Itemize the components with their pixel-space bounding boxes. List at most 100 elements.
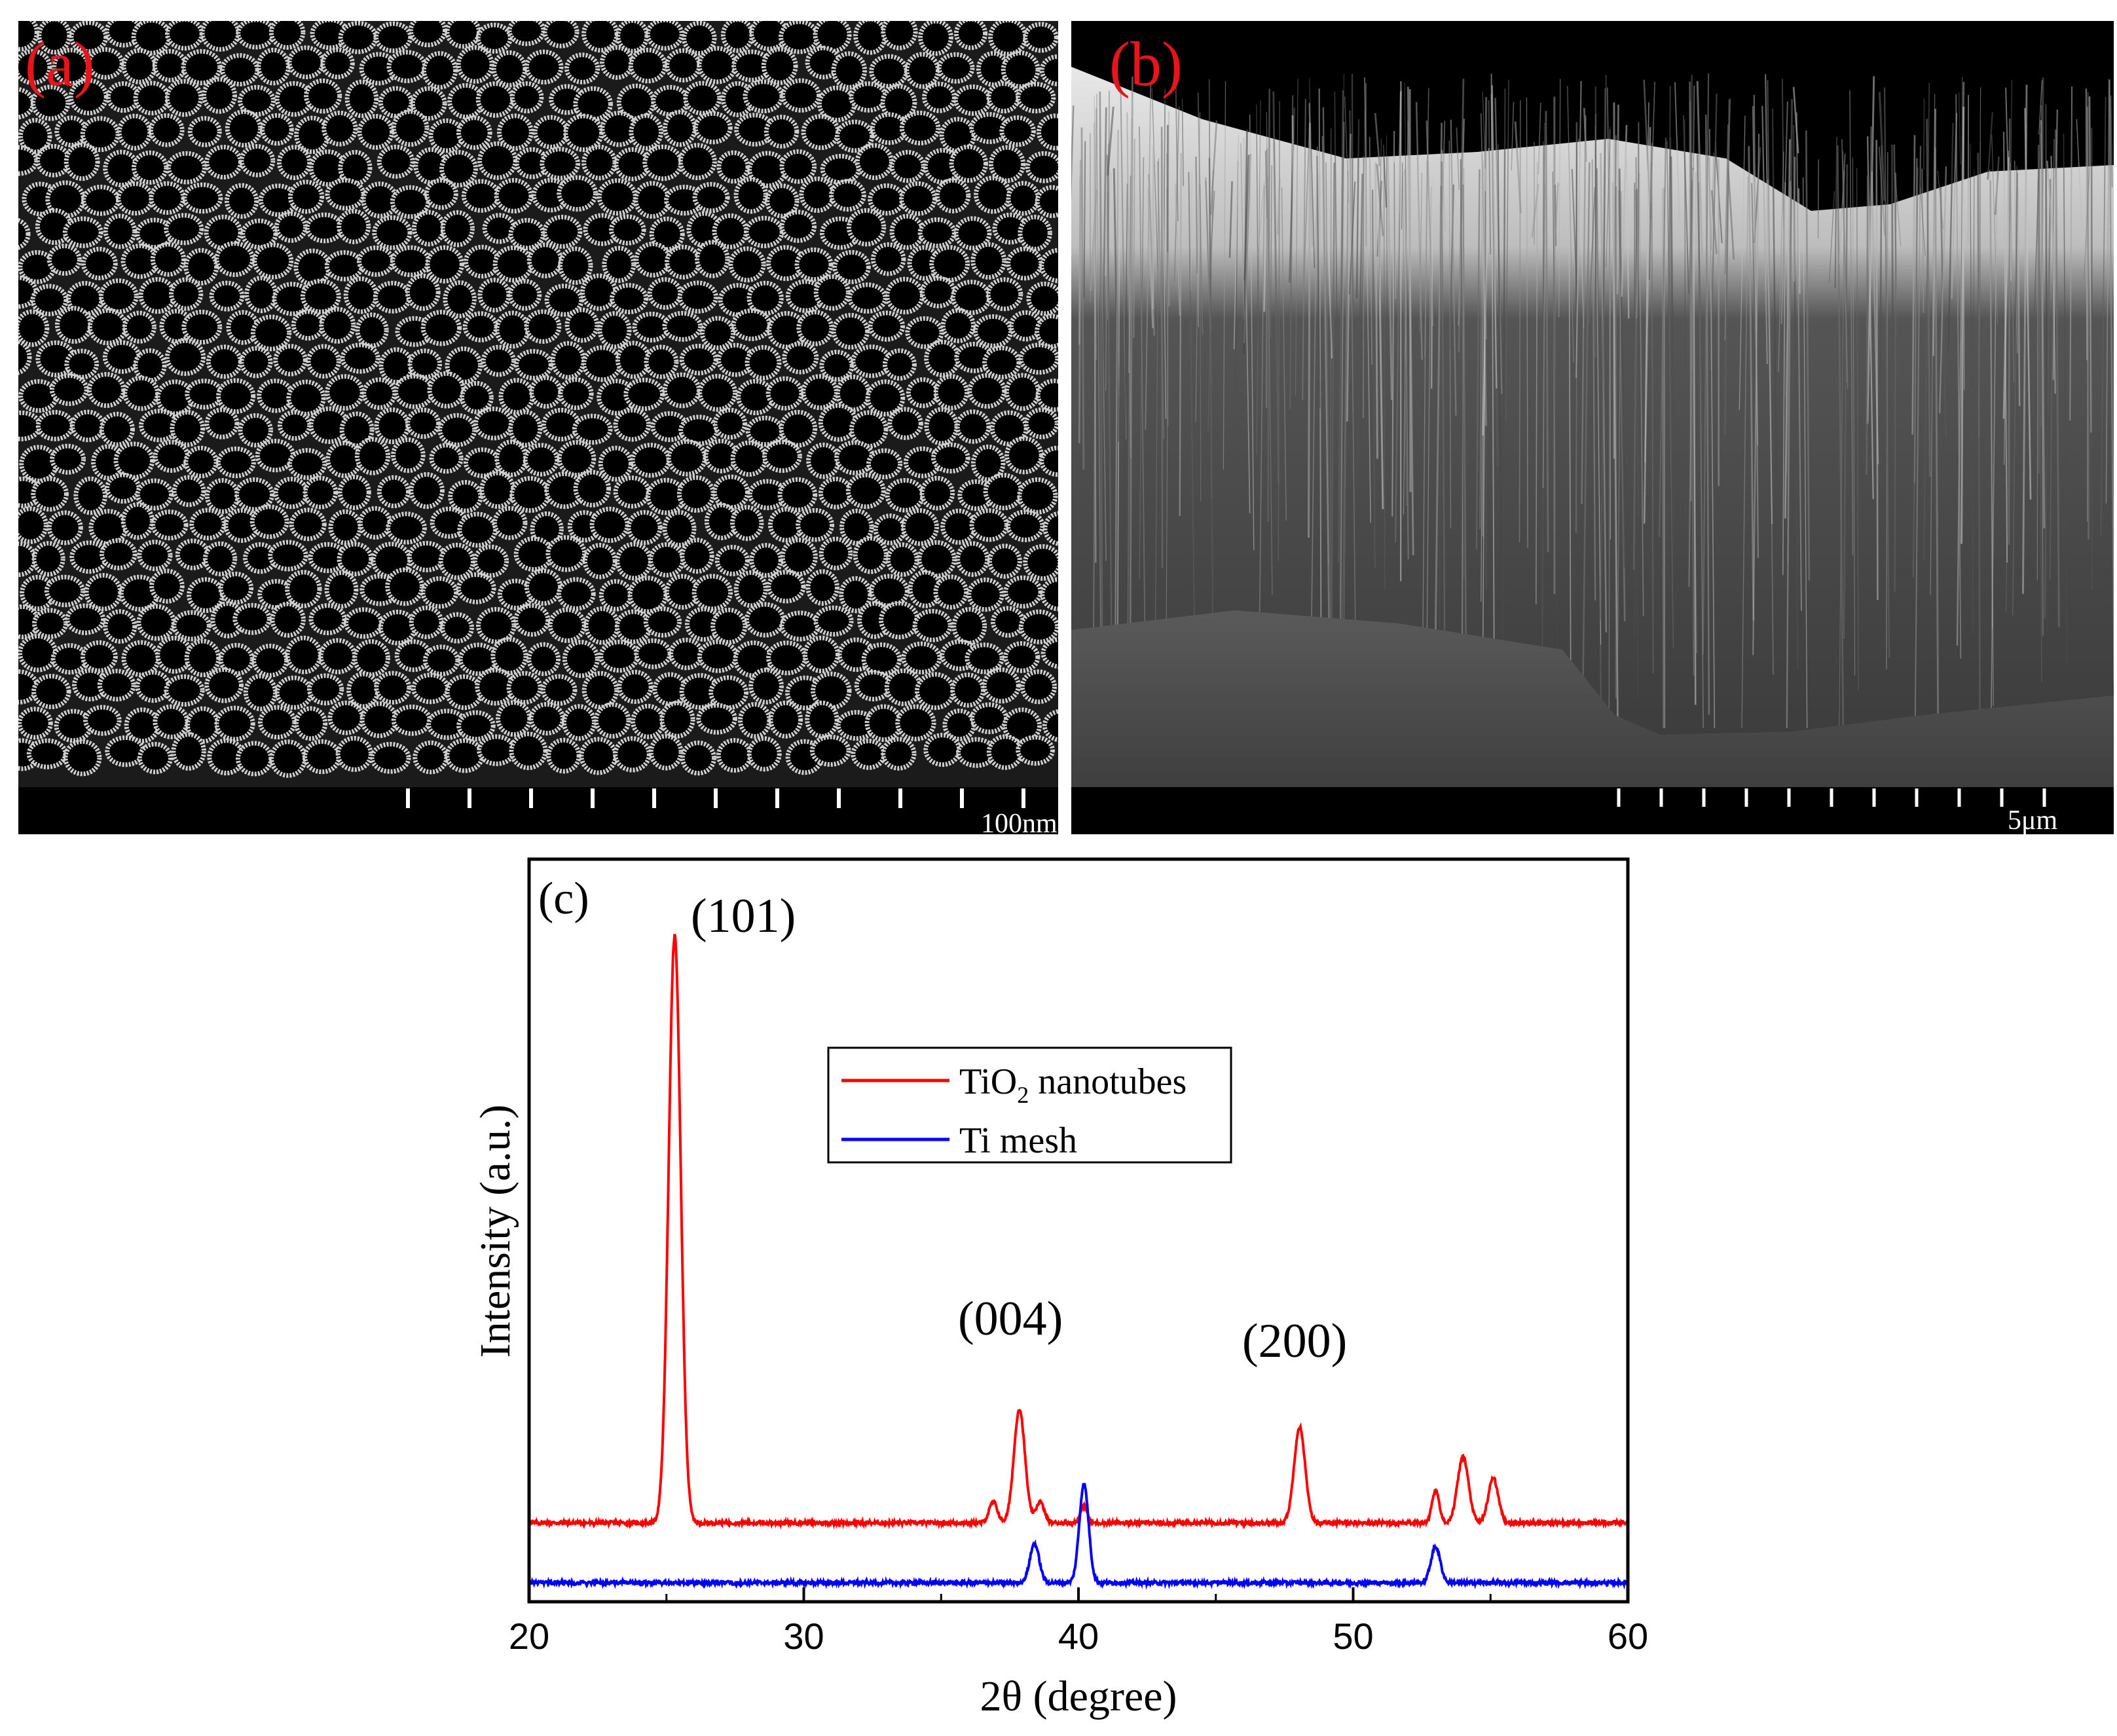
nanotube-ring [861,642,902,677]
nanotube-ring [966,577,1004,612]
nanotube-strand [1099,107,1107,551]
nanotube-strand [1106,155,1113,711]
nanotube-ring [255,438,296,473]
nanotube-ring [709,675,749,711]
nanotube-ring [164,338,206,377]
nanotube-ring [953,21,988,50]
nanotube-ring [1039,54,1058,86]
nanotube-strand [1606,87,1611,314]
nanotube-strand [1291,115,1295,210]
nanotube-strand [1828,191,1835,284]
nanotube-strand [1618,168,1626,568]
nanotube-strand [1386,156,1393,401]
nanotube-ring [930,442,970,474]
nanotube-ring [900,508,940,546]
nanotube-ring [866,448,903,479]
nanotube-ring [97,669,136,702]
nanotube-ring [835,119,875,153]
nanotube-ring [273,344,308,377]
nanotube-strand [1817,159,1820,239]
nanotube-ring [50,443,86,475]
nanotube-strand [1939,166,1947,414]
nanotube-ring [52,47,91,86]
nanotube-strand [1866,76,1875,424]
nanotube-strand [1209,120,1218,215]
nanotube-ring [391,109,430,147]
nanotube-ring [613,407,652,442]
nanotube-ring [338,21,378,54]
nanotube-ring [1020,669,1057,705]
nanotube-ring [542,21,580,48]
nanotube-strand [1416,102,1423,360]
nanotube-ring [103,609,138,644]
nanotube-ring [782,341,819,375]
nanotube-strand [1568,179,1572,710]
nanotube-ring [663,109,697,147]
nanotube-strand [1256,104,1259,376]
nanotube-strand [1488,100,1492,255]
nanotube-ring [999,115,1036,147]
nanotube-ring [98,278,139,314]
x-tick-label: 40 [1058,1616,1099,1657]
nanotube-strand [1751,183,1756,346]
nanotube-strand [1166,111,1169,698]
nanotube-strand [1083,141,1086,299]
nanotube-ring [1002,707,1042,745]
nanotube-strand [1338,73,1345,605]
nanotube-strand [1479,154,1483,530]
nanotube-ring [122,310,156,344]
nanotube-ring [965,642,1004,674]
nanotube-strand [1912,167,1919,578]
nanotube-ring [683,81,722,116]
nanotube-ring [1018,609,1058,644]
nanotube-ring [391,437,426,473]
nanotube-strand [1643,127,1651,524]
nanotube-strand [2010,162,2015,383]
nanotube-strand [1937,170,1944,229]
nanotube-ring [955,541,990,578]
nanotube-ring [172,475,206,508]
nanotube-ring [1023,22,1058,53]
nanotube-ring [184,638,221,678]
nanotube-strand [1782,182,1786,576]
nanotube-ring [30,284,69,316]
nanotube-strand [2012,173,2019,616]
nanotube-strand [1481,160,1484,602]
nanotube-ring [988,145,1026,183]
nanotube-strand [1526,97,1528,548]
nanotube-ring [1003,641,1040,673]
nanotube-ring [1016,81,1056,114]
nanotube-ring [409,605,444,640]
nanotube-strand [1497,144,1503,724]
nanotube-ring [31,84,71,121]
nanotube-ring [422,644,460,676]
nanotube-ring [676,475,716,513]
nanotube-strand [1357,174,1363,475]
nanotube-ring [901,641,942,674]
nanotube-strand [1138,126,1146,650]
nanotube-strand [1404,168,1409,559]
nanotube-strand [1175,73,1179,222]
nanotube-strand [1555,182,1559,242]
nanotube-strand [1724,99,1730,435]
nanotube-ring [955,409,991,444]
nanotube-strand [1343,170,1349,671]
nanotube-ring [99,411,135,447]
nanotube-ring [225,109,263,148]
nanotube-strand [1302,99,1306,401]
nanotube-ring [303,475,339,509]
nanotube-ring [564,52,600,84]
nanotube-strand [1179,153,1182,517]
plot-frame [527,857,1630,1604]
nanotube-ring [819,536,853,570]
nanotube-ring [252,242,294,280]
nanotube-ring [189,508,227,541]
nanotube-ring [716,738,753,773]
nanotube-ring [31,674,71,710]
nanotube-strand [1397,92,1402,213]
nanotube-strand [2044,104,2049,634]
nanotube-strand [1325,162,1331,635]
nanotube-ring [982,345,1022,380]
nanotube-strand [1256,100,1261,456]
nanotube-ring [899,110,941,146]
